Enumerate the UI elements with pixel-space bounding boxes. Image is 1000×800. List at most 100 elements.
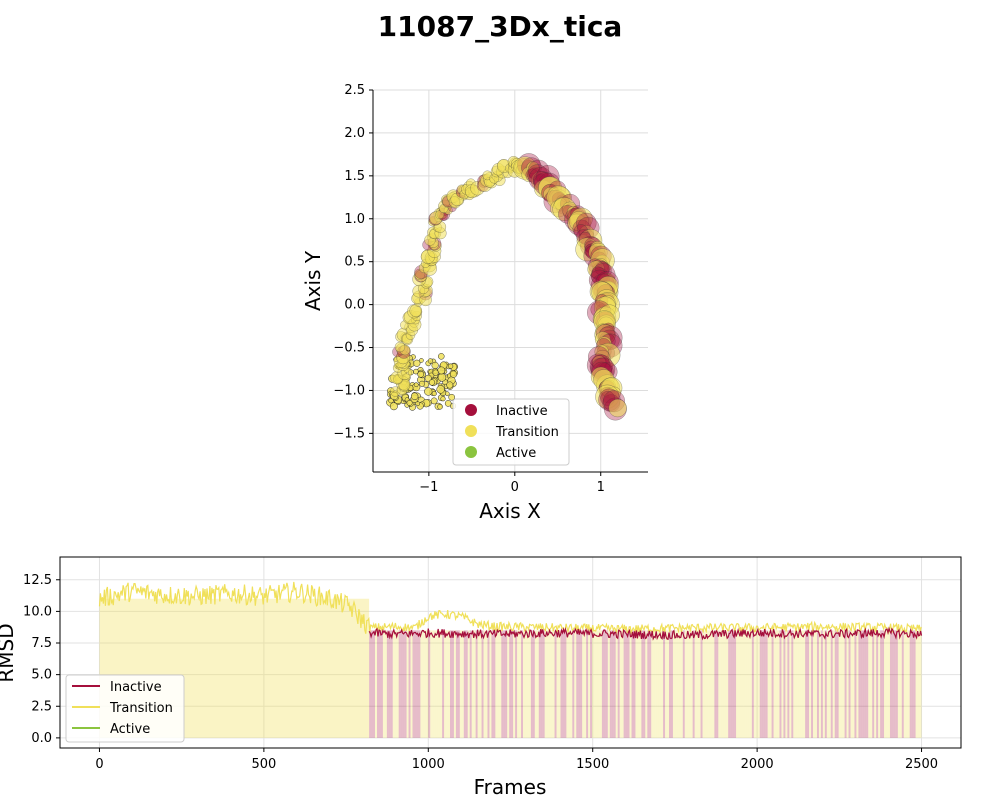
rmsd-state-stripe <box>886 630 888 738</box>
rmsd-state-stripe <box>544 630 547 738</box>
rmsd-state-stripe <box>446 630 449 738</box>
rmsd-state-stripe <box>811 630 814 738</box>
rmsd-state-stripe <box>807 630 810 738</box>
rmsd-state-stripe <box>722 630 725 738</box>
rmsd-state-stripe <box>396 630 399 738</box>
rmsd-series-transition <box>98 581 922 635</box>
rmsd-state-stripe <box>678 630 681 738</box>
rmsd-state-stripe <box>552 630 555 738</box>
scatter-point <box>428 379 436 386</box>
rmsd-x-tick-label: 0 <box>95 757 103 772</box>
rmsd-state-stripe <box>903 630 906 738</box>
rmsd-y-tick-label: 12.5 <box>23 573 52 588</box>
rmsd-state-stripe <box>659 630 662 738</box>
rmsd-state-stripe <box>467 630 470 738</box>
rmsd-x-tick-label: 500 <box>251 757 276 772</box>
rmsd-state-stripe <box>402 630 405 738</box>
rmsd-state-stripe <box>680 630 683 738</box>
rmsd-legend-transition-label: Transition <box>109 701 173 716</box>
rmsd-state-stripe <box>854 630 857 738</box>
scatter-legend-frame <box>452 398 570 466</box>
rmsd-state-stripe <box>895 630 898 738</box>
scatter-panel: −1 0 1 −1.5 −1.0 −0.5 0.0 0.5 1.0 1.5 2.0 2.5 Axis… <box>301 83 648 523</box>
legend-active-marker <box>465 446 477 458</box>
rmsd-state-stripe <box>769 630 772 738</box>
rmsd-state-stripe <box>556 630 559 738</box>
rmsd-frame <box>59 556 962 749</box>
rmsd-state-stripe <box>515 630 518 738</box>
scatter-y-tick-label: 1.5 <box>344 169 365 184</box>
rmsd-state-stripe <box>451 630 454 738</box>
scatter-point <box>406 399 413 406</box>
rmsd-state-stripe <box>661 630 664 738</box>
rmsd-state-stripe <box>846 630 849 738</box>
rmsd-state-stripe <box>448 630 450 738</box>
scatter-x-tick-label: 0 <box>511 480 519 495</box>
rmsd-state-stripe <box>801 630 804 738</box>
rmsd-state-stripe <box>548 630 551 738</box>
rmsd-state-stripe <box>740 630 742 738</box>
rmsd-state-stripe <box>696 630 699 738</box>
rmsd-state-stripe <box>730 630 733 738</box>
rmsd-legend-active-label: Active <box>110 722 150 737</box>
rmsd-state-stripe <box>380 630 383 738</box>
scatter-y-tick-label: −1.5 <box>333 426 365 441</box>
rmsd-state-stripe <box>473 630 476 738</box>
scatter-point <box>427 358 434 364</box>
rmsd-state-stripe <box>564 630 567 738</box>
rmsd-state-stripe <box>878 630 881 738</box>
scatter-point <box>444 391 450 397</box>
rmsd-state-stripe <box>485 630 488 738</box>
rmsd-state-stripe <box>574 630 577 738</box>
rmsd-state-stripe <box>432 630 435 738</box>
rmsd-state-stripe <box>501 630 504 738</box>
rmsd-state-stripe <box>919 630 922 738</box>
rmsd-state-stripe <box>461 630 464 738</box>
rmsd-state-stripe <box>649 630 652 738</box>
rmsd-state-stripe <box>667 630 669 738</box>
rmsd-state-stripe <box>438 630 441 738</box>
rmsd-state-stripe <box>753 630 756 738</box>
rmsd-state-stripe <box>619 630 622 738</box>
rmsd-state-stripe <box>562 630 565 738</box>
rmsd-state-stripe <box>641 630 644 738</box>
rmsd-state-stripe <box>706 630 709 738</box>
rmsd-state-stripe <box>852 630 855 738</box>
rmsd-state-stripe <box>728 630 731 738</box>
rmsd-state-stripe <box>755 630 758 738</box>
rmsd-state-stripe <box>779 630 782 738</box>
scatter-point <box>424 374 432 382</box>
rmsd-state-stripe <box>826 630 829 738</box>
rmsd-state-stripe <box>862 630 865 738</box>
rmsd-state-stripe <box>463 630 466 738</box>
rmsd-state-stripe <box>757 630 760 738</box>
rmsd-state-stripe <box>674 630 677 738</box>
rmsd-state-stripe <box>832 630 835 738</box>
rmsd-state-stripe <box>643 630 646 738</box>
rmsd-state-stripe <box>700 630 703 738</box>
scatter-point <box>419 380 425 387</box>
rmsd-state-stripe <box>684 630 687 738</box>
rmsd-state-stripe <box>880 630 883 738</box>
rmsd-state-stripe <box>676 630 679 738</box>
rmsd-state-stripe <box>712 630 715 738</box>
rmsd-state-stripe <box>436 630 439 738</box>
rmsd-state-stripe <box>410 630 413 738</box>
scatter-point <box>430 397 438 405</box>
rmsd-state-stripe <box>824 630 827 738</box>
scatter-point <box>431 391 437 397</box>
scatter-point <box>389 402 398 411</box>
rmsd-state-stripe <box>891 630 894 738</box>
rmsd-state-stripe <box>373 630 376 738</box>
rmsd-legend-frame <box>65 674 185 743</box>
rmsd-state-stripe <box>850 630 853 738</box>
rmsd-state-stripe <box>382 630 385 738</box>
rmsd-state-stripe <box>724 630 727 738</box>
rmsd-state-stripe <box>816 630 819 738</box>
rmsd-state-stripe <box>444 630 447 738</box>
scatter-point <box>419 358 424 363</box>
rmsd-state-stripe <box>694 630 697 738</box>
rmsd-state-stripe <box>822 630 825 738</box>
rmsd-state-stripe <box>834 630 837 738</box>
rmsd-state-stripe <box>708 630 711 738</box>
